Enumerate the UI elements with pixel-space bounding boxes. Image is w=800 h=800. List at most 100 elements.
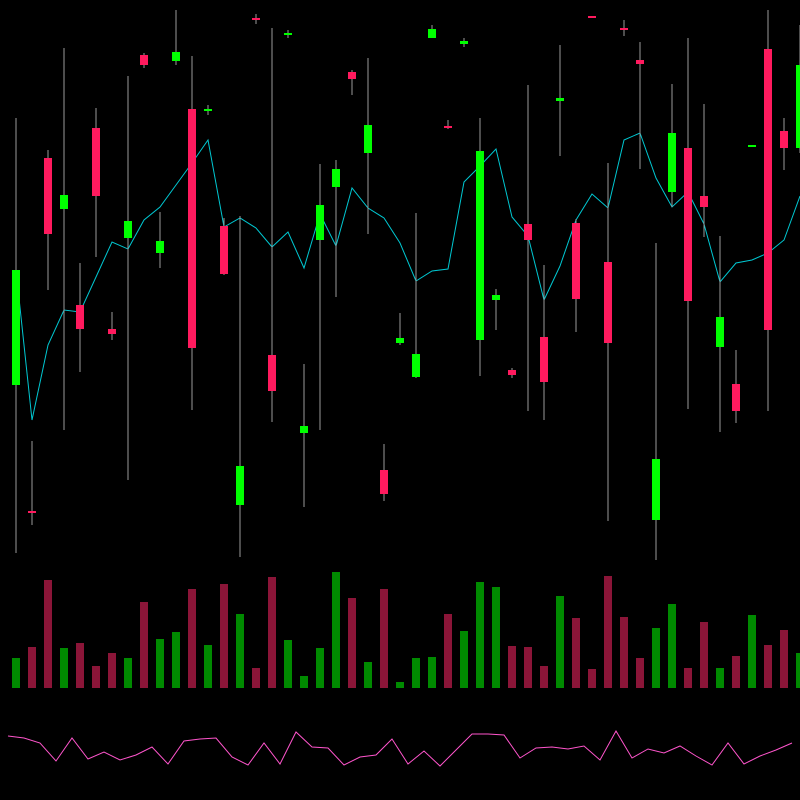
candle-body	[428, 29, 436, 38]
volume-bar	[140, 602, 148, 688]
candle-body	[444, 126, 452, 128]
volume-bar	[572, 618, 580, 688]
volume-bar	[380, 589, 388, 688]
volume-bar	[268, 577, 276, 688]
candle-body	[60, 195, 68, 209]
volume-bar	[700, 622, 708, 688]
volume-bar	[236, 614, 244, 688]
candle-body	[508, 370, 516, 375]
candle-body	[332, 169, 340, 187]
candle-body	[316, 205, 324, 240]
candle-body	[252, 18, 260, 20]
volume-bar	[60, 648, 68, 688]
candle-body	[220, 226, 228, 274]
volume-bar	[124, 658, 132, 688]
candle-body	[572, 223, 580, 299]
volume-bar	[44, 580, 52, 688]
moving-average	[15, 132, 800, 421]
volume-bar	[204, 645, 212, 688]
volume-bar	[332, 572, 340, 688]
candle-body	[204, 109, 212, 111]
volume-bar	[252, 668, 260, 688]
volume-bar	[764, 645, 772, 688]
volume-bar	[796, 653, 800, 688]
volume-bar	[108, 653, 116, 688]
volume-bar	[668, 604, 676, 688]
volume-bar	[92, 666, 100, 688]
candle-body	[764, 49, 772, 330]
volume-bar	[284, 640, 292, 688]
volume-bar	[188, 589, 196, 688]
candle-body	[268, 355, 276, 391]
candle-body	[732, 384, 740, 411]
volume-bar	[732, 656, 740, 688]
volume-bar	[524, 647, 532, 688]
candle-body	[492, 295, 500, 300]
candle-body	[556, 98, 564, 101]
volume-bar	[508, 646, 516, 688]
candle-body	[540, 337, 548, 382]
volume-bar	[604, 576, 612, 688]
volume-bar	[460, 631, 468, 688]
candle-body	[716, 317, 724, 347]
volume-bar	[220, 584, 228, 688]
candle-body	[636, 60, 644, 64]
volume-bar	[636, 658, 644, 688]
volume-bar	[588, 669, 596, 688]
candle-body	[92, 128, 100, 196]
candle-body	[780, 131, 788, 148]
candle-body	[124, 221, 132, 238]
candle-body	[44, 158, 52, 234]
volume-bar	[540, 666, 548, 688]
candle-body	[380, 470, 388, 494]
candle-body	[460, 41, 468, 44]
volume-bar	[620, 617, 628, 688]
candle-body	[284, 33, 292, 35]
volume-bar	[492, 587, 500, 688]
volume-bar	[300, 676, 308, 688]
candle-body	[684, 148, 692, 301]
volume-bar	[12, 658, 20, 688]
candle-body	[652, 459, 660, 520]
candle-body	[396, 338, 404, 343]
volume-bar	[412, 658, 420, 688]
candle-body	[476, 151, 484, 340]
volume-bar	[76, 643, 84, 688]
volume-bar	[476, 582, 484, 688]
candle-body	[28, 511, 36, 513]
candle-body	[604, 262, 612, 343]
volume-bar	[780, 630, 788, 688]
volume-bar	[28, 647, 36, 688]
candle-body	[668, 133, 676, 192]
candle-body	[412, 354, 420, 377]
volume-bar	[748, 615, 756, 688]
candle-body	[156, 241, 164, 253]
volume-bar	[556, 596, 564, 688]
candle-body	[620, 28, 628, 30]
volume-bar	[652, 628, 660, 688]
volume-bar	[444, 614, 452, 688]
candle-body	[236, 466, 244, 505]
candle-body	[796, 65, 800, 148]
candle-body	[12, 270, 20, 385]
candle-body	[364, 125, 372, 153]
candle-body	[188, 109, 196, 348]
volume-bar	[684, 668, 692, 688]
candle-body	[172, 52, 180, 61]
volume-bar	[156, 639, 164, 688]
candle-body	[348, 72, 356, 79]
candle-body	[140, 55, 148, 65]
candle-body	[588, 16, 596, 18]
volume-bar	[172, 632, 180, 688]
oscillator-line	[7, 729, 793, 767]
candle-body	[108, 329, 116, 334]
candle-body	[700, 196, 708, 207]
volume-bar	[316, 648, 324, 688]
volume-bar	[364, 662, 372, 688]
candle-body	[76, 305, 84, 329]
volume-bar	[396, 682, 404, 688]
candle-body	[524, 224, 532, 240]
volume-bar	[348, 598, 356, 688]
volume-bar	[716, 668, 724, 688]
